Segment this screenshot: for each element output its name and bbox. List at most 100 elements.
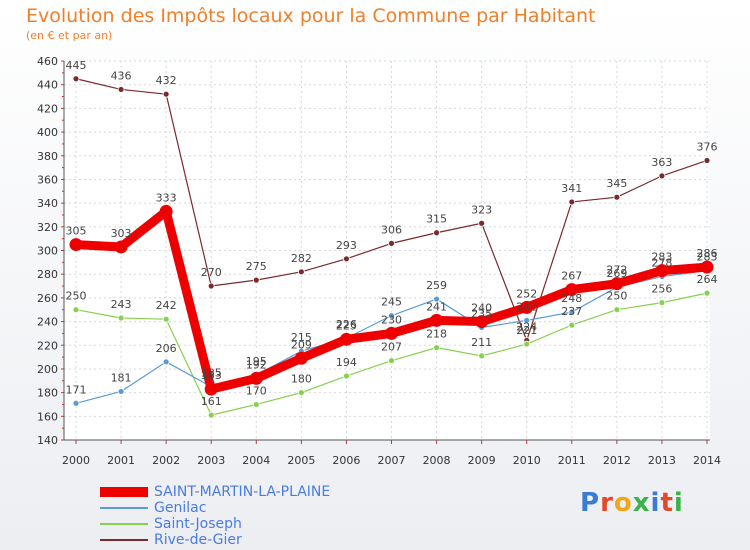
data-point xyxy=(252,401,260,408)
data-point xyxy=(339,332,353,346)
x-tick-label: 2010 xyxy=(513,454,541,467)
data-label: 278 xyxy=(651,257,672,270)
y-tick-label: 180 xyxy=(37,387,58,400)
data-label: 250 xyxy=(606,290,627,303)
x-tick-label: 2013 xyxy=(648,454,676,467)
data-point xyxy=(388,312,395,320)
proxiti-logo: Proxiti xyxy=(580,488,684,518)
data-label: 243 xyxy=(111,298,132,311)
legend-label-rive-de-gier: Rive-de-Gier xyxy=(154,532,242,548)
data-label: 161 xyxy=(201,395,222,408)
data-point xyxy=(162,90,170,98)
data-point xyxy=(430,313,444,327)
data-label: 264 xyxy=(697,273,718,286)
x-tick-label: 2012 xyxy=(603,454,631,467)
data-point xyxy=(523,340,531,348)
data-label: 245 xyxy=(381,296,402,309)
data-label: 206 xyxy=(156,342,177,355)
data-label: 183 xyxy=(201,369,222,382)
data-point xyxy=(475,315,489,329)
data-point xyxy=(297,268,305,276)
y-tick-label: 340 xyxy=(37,197,58,210)
x-tick-label: 2005 xyxy=(287,454,315,467)
data-label: 293 xyxy=(336,239,357,252)
data-point xyxy=(703,157,711,164)
data-label: 224 xyxy=(516,321,537,334)
data-point xyxy=(385,326,398,340)
data-point xyxy=(433,344,440,352)
data-label: 171 xyxy=(66,383,87,396)
data-point xyxy=(610,277,624,291)
logo-letter: o xyxy=(613,488,633,518)
data-label: 242 xyxy=(156,299,177,312)
data-label: 218 xyxy=(426,328,447,341)
data-point xyxy=(72,399,80,407)
data-label: 445 xyxy=(66,59,87,72)
data-point xyxy=(478,352,486,360)
y-tick-label: 440 xyxy=(37,79,58,92)
data-label: 267 xyxy=(561,270,582,283)
data-point xyxy=(117,314,125,322)
data-point xyxy=(249,371,263,385)
data-point xyxy=(613,193,621,201)
data-label: 185 xyxy=(201,367,222,380)
legend-swatch-rive-de-gier xyxy=(100,539,148,541)
x-tick-label: 2006 xyxy=(332,454,360,467)
legend-label-saint-martin: SAINT-MARTIN-LA-PLAINE xyxy=(154,484,331,500)
data-point xyxy=(114,240,128,254)
data-point xyxy=(117,86,125,93)
data-point xyxy=(433,229,440,237)
data-label: 376 xyxy=(697,140,718,153)
legend-swatch-genilac xyxy=(100,507,148,509)
data-point xyxy=(568,308,576,316)
y-tick-label: 300 xyxy=(37,245,58,258)
data-label: 226 xyxy=(336,318,357,331)
data-point xyxy=(72,306,80,314)
data-label: 192 xyxy=(246,358,267,371)
data-label: 240 xyxy=(471,302,492,315)
x-tick-label: 2004 xyxy=(242,454,270,467)
y-tick-label: 160 xyxy=(37,410,58,423)
data-label: 252 xyxy=(516,287,537,300)
data-point xyxy=(252,276,260,284)
y-tick-label: 140 xyxy=(37,434,58,447)
y-tick-label: 460 xyxy=(37,55,58,68)
data-point xyxy=(294,351,308,365)
data-point xyxy=(433,295,440,303)
logo-letter: x xyxy=(632,488,651,518)
data-label: 170 xyxy=(246,384,267,397)
x-tick-label: 2007 xyxy=(378,454,406,467)
data-point xyxy=(700,260,714,274)
data-label: 341 xyxy=(561,182,582,195)
x-tick-label: 2011 xyxy=(558,454,586,467)
data-label: 315 xyxy=(426,213,447,226)
data-label: 215 xyxy=(291,331,312,344)
data-label: 323 xyxy=(471,203,492,216)
data-label: 209 xyxy=(291,338,312,351)
data-label: 235 xyxy=(471,307,492,320)
y-tick-label: 380 xyxy=(37,150,58,163)
data-point xyxy=(207,282,215,290)
data-label: 275 xyxy=(246,260,267,273)
chart-subtitle: (en € et par an) xyxy=(26,29,113,42)
data-point xyxy=(658,299,666,307)
data-point xyxy=(388,239,395,247)
data-point xyxy=(568,321,576,329)
data-label: 259 xyxy=(426,279,447,292)
chart-title: Evolution des Impôts locaux pour la Comm… xyxy=(26,5,596,27)
data-label: 181 xyxy=(111,371,132,384)
legend-swatch-saint-martin xyxy=(100,487,148,497)
data-label: 256 xyxy=(651,283,672,296)
data-label: 286 xyxy=(697,247,718,260)
data-point xyxy=(297,389,305,397)
data-point xyxy=(159,204,173,218)
data-point xyxy=(117,388,125,395)
data-point xyxy=(565,283,579,297)
y-tick-label: 260 xyxy=(37,292,58,305)
data-label: 195 xyxy=(246,355,267,368)
data-label: 432 xyxy=(156,74,177,87)
data-label: 283 xyxy=(651,251,672,264)
data-label: 248 xyxy=(561,292,582,305)
